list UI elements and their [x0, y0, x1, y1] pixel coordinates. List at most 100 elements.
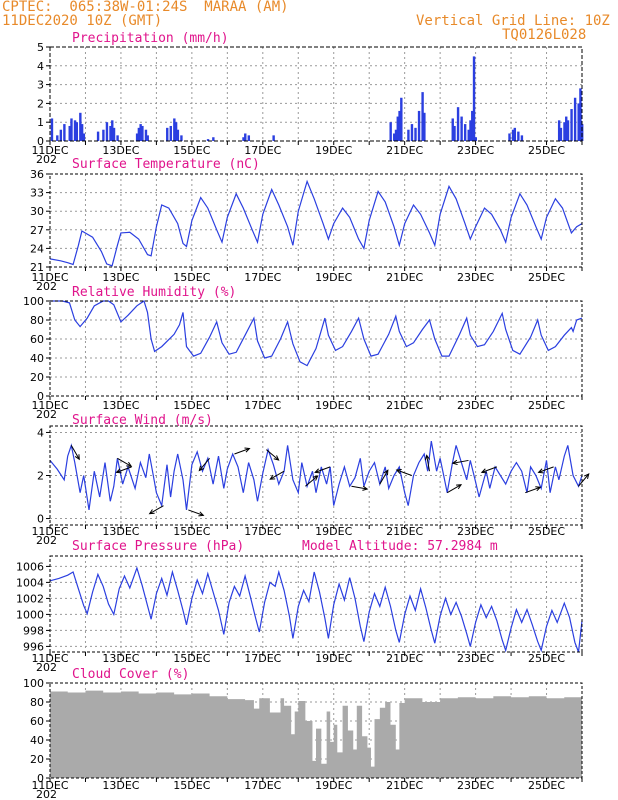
precip-bar — [389, 122, 392, 141]
wind-panel: 0 2 4 11DEC 13DEC 15DEC 17DEC 19DEC 21DEC 23DEC 25… — [31, 413, 590, 547]
x-tick-label: 13DEC — [102, 652, 139, 665]
precip-bar — [105, 122, 109, 141]
x-tick-label: 25DEC — [528, 652, 565, 665]
y-tick-label: 100 — [23, 295, 44, 308]
year-label: 202 — [36, 661, 57, 674]
y-tick-label: 0 — [37, 513, 44, 526]
precip-bar — [398, 110, 401, 141]
precip-bar — [166, 127, 169, 141]
wind-vector-head — [456, 484, 463, 490]
precip-bar — [102, 129, 105, 141]
precip-bar — [212, 137, 215, 141]
wind-vector — [452, 459, 469, 464]
year-label: 202 — [36, 534, 57, 547]
wind-vector — [538, 466, 554, 473]
precip-bar — [463, 124, 467, 141]
precip-bar — [451, 118, 454, 141]
y-tick-label: 60 — [30, 715, 44, 728]
model-altitude-note: Model Altitude: 57.2984 m — [302, 539, 498, 554]
wind-vector — [266, 449, 279, 461]
year-label: 202 — [36, 153, 57, 166]
wind-vector — [446, 484, 462, 494]
y-tick-label: 0 — [37, 390, 44, 403]
precip-bar — [517, 131, 520, 141]
precip-bar — [109, 125, 112, 141]
precip-bar — [272, 135, 275, 141]
precip-bar — [146, 135, 149, 141]
precip-bar — [70, 118, 73, 141]
precip-bar — [247, 135, 251, 141]
wind-vector — [426, 455, 430, 472]
wind-vector — [305, 475, 318, 487]
precip-bar — [180, 135, 183, 141]
x-tick-label: 11DEC — [31, 525, 68, 538]
wind-vector-head — [395, 469, 402, 474]
precip-bar — [135, 133, 139, 141]
wind-vector — [70, 445, 80, 460]
precip-bar — [417, 110, 421, 141]
wind-series-line — [49, 440, 583, 510]
x-tick-label: 17DEC — [244, 652, 281, 665]
wind-vector-head — [148, 509, 155, 515]
wind-vector-head — [244, 447, 251, 453]
wind-vector — [149, 505, 164, 515]
x-tick-label: 21DEC — [386, 399, 423, 412]
y-tick-label: 60 — [30, 333, 44, 346]
x-tick-label: 19DEC — [315, 399, 352, 412]
precip-bar — [173, 118, 176, 141]
x-tick-label: 23DEC — [457, 271, 494, 284]
precip-bar — [111, 120, 114, 141]
pressure-frame — [49, 555, 583, 653]
x-tick-label: 25DEC — [528, 779, 565, 792]
x-tick-label: 23DEC — [457, 144, 494, 157]
precip-frame — [49, 46, 583, 142]
year-label: 202 — [36, 280, 57, 293]
temp-frame — [49, 173, 583, 268]
y-tick-label: 27 — [30, 224, 44, 237]
precip-bar — [453, 125, 456, 141]
precip-bar — [573, 97, 577, 141]
y-tick-label: 998 — [23, 624, 44, 637]
x-tick-label: 21DEC — [386, 271, 423, 284]
x-tick-label: 19DEC — [315, 779, 352, 792]
precip-bar — [581, 124, 584, 141]
y-tick-label: 1 — [37, 116, 44, 129]
precip-bar — [460, 116, 463, 141]
y-tick-label: 0 — [37, 135, 44, 148]
wind-vector-head — [115, 468, 122, 474]
y-tick-label: 30 — [30, 205, 44, 218]
x-tick-label: 11DEC — [31, 271, 68, 284]
temp-series-line — [49, 179, 583, 267]
y-tick-label: 2 — [37, 470, 44, 483]
precip-bar — [566, 120, 570, 141]
y-tick-label: 3 — [37, 79, 44, 92]
y-tick-label: 1000 — [16, 608, 44, 621]
precip-bar — [513, 127, 517, 141]
wind-vector-head — [312, 475, 319, 481]
precip-bar — [112, 127, 116, 141]
precip-bar — [96, 131, 100, 141]
wind-vector — [578, 473, 590, 487]
precip-bar — [511, 129, 515, 141]
precip-bar — [393, 133, 396, 141]
precip-title: Precipitation (mm/h) — [72, 31, 229, 46]
wind-vector — [314, 466, 331, 473]
precip-bar — [116, 135, 119, 141]
wind-vector-head — [424, 454, 431, 461]
precip-bar — [176, 129, 180, 141]
precip-bar — [144, 129, 148, 141]
wind-vector — [351, 485, 368, 490]
precip-bar — [421, 92, 424, 141]
precip-bar — [68, 125, 71, 141]
wind-vector — [188, 509, 204, 516]
x-tick-label: 17DEC — [244, 525, 281, 538]
y-tick-label: 80 — [30, 314, 44, 327]
x-tick-label: 15DEC — [173, 525, 210, 538]
pressure-series-line — [49, 566, 583, 653]
precip-bar — [137, 127, 141, 141]
year-label: 202 — [36, 408, 57, 421]
y-tick-label: 4 — [37, 426, 44, 439]
precip-bar — [73, 120, 77, 141]
